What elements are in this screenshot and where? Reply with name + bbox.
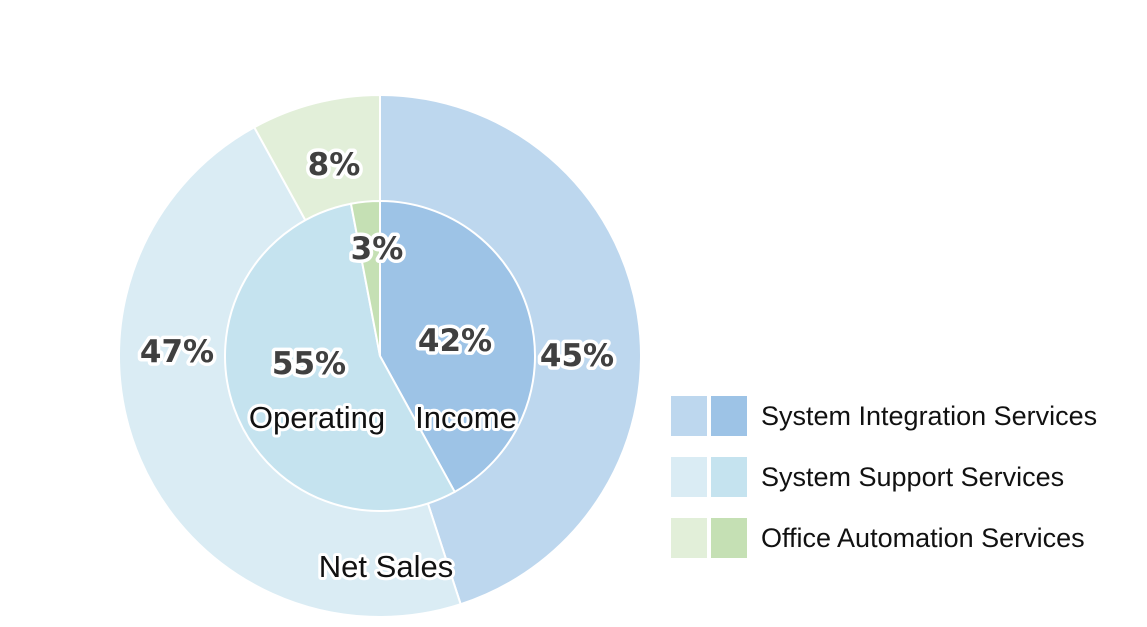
- legend-entry-office-automation: Office Automation Services: [671, 518, 1097, 558]
- outer-pct-label-office-automation: 8%: [308, 147, 361, 183]
- outer-pct-label-system-support: 47%: [140, 334, 214, 370]
- legend-swatch-operating-income: [711, 396, 747, 436]
- legend-entry-system-support: System Support Services: [671, 457, 1097, 497]
- inner-slice-system-support: [224, 202, 457, 512]
- legend-entry-system-integration: System Integration Services: [671, 396, 1097, 436]
- outer-pct-label-system-integration: 45%: [540, 338, 614, 374]
- legend-label: System Support Services: [761, 461, 1065, 492]
- legend-swatch-net-sales: [671, 457, 707, 497]
- ring-label-income: Income: [415, 400, 517, 435]
- inner-pct-label-system-support: 55%: [272, 346, 346, 382]
- legend: System Integration Services System Suppo…: [671, 396, 1097, 579]
- legend-label: Office Automation Services: [761, 522, 1085, 553]
- inner-slice-system-integration: [379, 199, 536, 494]
- inner-ring-operating-income: [224, 199, 536, 512]
- legend-swatch-operating-income: [711, 457, 747, 497]
- ring-label-net-sales: Net Sales: [319, 549, 453, 584]
- inner-pct-label-office-automation: 3%: [351, 231, 404, 267]
- ring-label-operating: Operating: [249, 400, 385, 435]
- legend-swatch-operating-income: [711, 518, 747, 558]
- inner-pct-label-system-integration: 42%: [418, 323, 492, 359]
- legend-swatch-net-sales: [671, 518, 707, 558]
- legend-label: System Integration Services: [761, 400, 1098, 431]
- percentage-labels: 45% 47% 8% 42% 55% 3%: [136, 144, 617, 386]
- inner-slice-office-automation: [349, 199, 381, 357]
- legend-swatch-net-sales: [671, 396, 707, 436]
